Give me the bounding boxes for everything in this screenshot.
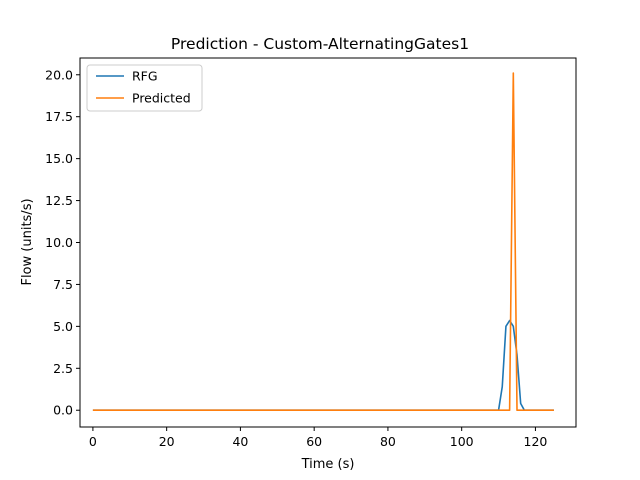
y-tick-label: 5.0 [53,319,73,334]
x-tick-label: 120 [524,434,548,449]
series-line-predicted [92,72,554,412]
y-tick-label: 12.5 [45,193,73,208]
y-tick-label: 17.5 [45,109,73,124]
legend: RFG Predicted [86,64,203,112]
plot-area: 0 20 40 60 80 100 120 0.0 2.5 5.0 7.5 10.0 12.5 15.0 1… [45,57,577,449]
chart-title: Prediction - Custom-AlternatingGates1 [171,35,469,53]
x-tick-label: 80 [380,434,396,449]
y-tick-label: 20.0 [45,67,73,82]
y-tick-label: 15.0 [45,151,73,166]
x-tick-label: 100 [450,434,474,449]
y-axis-title: Flow (units/s) [20,198,35,285]
x-tick-label: 60 [306,434,322,449]
legend-label-predicted: Predicted [132,91,191,106]
y-tick-label: 0.0 [53,403,73,418]
y-tick-label: 10.0 [45,235,73,250]
y-tick-label: 2.5 [53,361,73,376]
x-tick-label: 0 [89,434,97,449]
x-axis-title: Time (s) [301,457,355,472]
x-tick-label: 20 [159,434,175,449]
x-tick-label: 40 [232,434,248,449]
y-tick-label: 7.5 [53,277,73,292]
legend-label-rfg: RFG [132,69,158,84]
series-line-rfg [92,319,554,412]
